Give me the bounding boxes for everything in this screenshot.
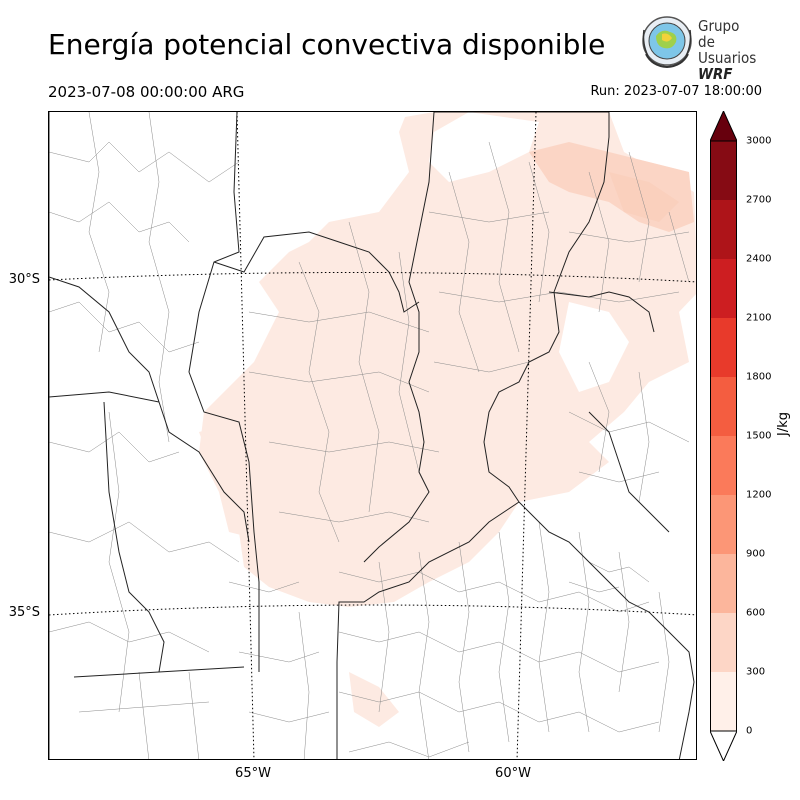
colorbar-tick-label: 2700 [746,194,772,206]
wrf-globe-icon [642,16,692,69]
colorbar-bin [710,495,737,554]
colorbar-title: J/kg [776,412,791,436]
colorbar-outline [710,140,737,732]
gridline-30s [49,271,696,283]
logo-line3: WRF [698,65,733,83]
cape-map [48,111,697,760]
logo-line2: Usuarios [698,49,757,67]
colorbar-tick-label: 2400 [746,253,772,265]
colorbar-tick-label: 600 [746,607,766,619]
gridline-35s [49,604,696,616]
colorbar-tick-label: 1500 [746,430,772,442]
lon-label-60w: 60°W [495,766,531,781]
department-boundaries [49,112,690,759]
colorbar-extend-min [709,730,738,763]
colorbar-bin [710,200,737,259]
colorbar-bin [710,613,737,672]
province-boundaries [49,112,695,759]
run-time: Run: 2023-07-07 18:00:00 [590,84,762,99]
lat-label-35s: 35°S [8,605,40,620]
gridline-60w [516,112,537,759]
grupo-usuarios-wrf-logo: Grupo de Usuarios WRF [638,14,758,82]
gridline-65w [236,112,255,759]
colorbar-tick-label: 3000 [746,135,772,147]
colorbar-tick-label: 1200 [746,489,772,501]
colorbar-bin [710,259,737,318]
colorbar-extend-max [709,109,738,142]
colorbar-bin [710,672,737,731]
colorbar-bin [710,554,737,613]
colorbar-bin [710,436,737,495]
graticule [49,112,696,759]
map-canvas [49,112,696,759]
cape-field [199,112,696,727]
logo-line1: Grupo de [698,17,740,51]
colorbar-tick-label: 0 [746,725,753,737]
colorbar [709,109,741,763]
colorbar-bin [710,141,737,200]
page-title: Energía potencial convectiva disponible [48,28,606,61]
valid-time: 2023-07-08 00:00:00 ARG [48,83,245,101]
logo-text: Grupo de Usuarios WRF [698,18,758,82]
colorbar-tick-label: 900 [746,548,766,560]
colorbar-tick-label: 300 [746,666,766,678]
lat-label-30s: 30°S [8,272,40,287]
colorbar-graphic [709,109,741,763]
colorbar-tick-label: 2100 [746,312,772,324]
colorbar-bin [710,318,737,377]
colorbar-bin [710,377,737,436]
colorbar-tick-label: 1800 [746,371,772,383]
lon-label-65w: 65°W [235,766,271,781]
